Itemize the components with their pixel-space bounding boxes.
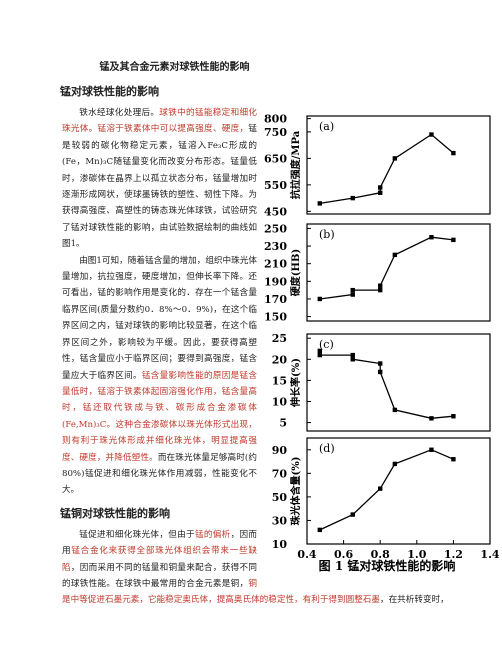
y-axis-label: 伸长率(%) (289, 358, 302, 408)
y-tick-label: 650 (264, 152, 287, 165)
data-point (392, 461, 398, 467)
data-point (350, 292, 355, 297)
plot-frame (306, 333, 491, 432)
plot-frame (306, 115, 491, 215)
data-point (451, 150, 456, 156)
document-body: 锰对球铁性能的影响铁水经球化处理后。球铁中的锰能稳定和细化珠光体。锰溶于铁素体中… (60, 83, 500, 609)
y-tick-label: 750 (264, 126, 287, 139)
data-point (378, 283, 383, 288)
text-run: ，因而采用不同的锰量和铜量来配合，获得不同的球铁性能。在球铁中最常用的合金元素是… (62, 562, 257, 589)
text-run: 球铁中的锰能稳定和细化珠光体。锰溶于铁素体中可以提高强度、硬度， (62, 108, 257, 135)
text-run: ，在共析转变时， (379, 595, 449, 606)
data-line (319, 133, 454, 205)
data-point (378, 287, 383, 293)
y-tick-label: 10 (272, 538, 288, 551)
data-point (392, 156, 398, 161)
document-title: 锰及其合金元素对球铁性能的影响 (99, 62, 250, 73)
y-tick-label: 20 (272, 353, 288, 366)
y-tick-label: 5 (279, 417, 287, 430)
section-heading: 锰铜对球铁性能的影响 (60, 506, 170, 520)
y-tick-label: 550 (264, 179, 287, 192)
data-point (378, 486, 383, 491)
data-point (350, 352, 355, 358)
x-tick-label: 1.0 (407, 548, 426, 561)
section-heading: 锰对球铁性能的影响 (60, 85, 159, 98)
y-tick-label: 450 (264, 205, 287, 218)
data-point (451, 414, 456, 419)
x-tick-label: 1.2 (444, 548, 463, 561)
data-point (429, 416, 434, 421)
y-tick-label: 210 (264, 258, 287, 271)
y-tick-label: 170 (264, 293, 287, 306)
panel-label: (b) (319, 228, 335, 241)
paragraph: 铁水经球化处理后。球铁中的锰能稳定和细化珠光体。锰溶于铁素体中可以提高强度、硬度… (62, 105, 500, 253)
data-point (317, 201, 323, 206)
data-point (378, 369, 383, 375)
x-tick-label: 0.4 (297, 548, 316, 561)
data-point (429, 132, 434, 137)
y-tick-label: 800 (264, 113, 287, 126)
y-tick-label: 30 (272, 514, 288, 527)
y-tick-label: 150 (264, 311, 287, 324)
y-axis-label: 硬度(HB) (289, 249, 302, 296)
x-tick-label: 1.4 (480, 548, 499, 561)
data-point (392, 252, 398, 258)
data-point (317, 527, 323, 533)
data-point (378, 185, 383, 190)
y-tick-label: 250 (264, 222, 287, 235)
text-run: 锰促进和细化珠光体，但由于 (79, 529, 195, 540)
data-point (378, 361, 383, 366)
y-tick-label: 230 (264, 240, 287, 253)
data-point (451, 457, 456, 462)
panel-label: (a) (319, 120, 334, 133)
data-point (378, 190, 383, 196)
data-point (317, 296, 323, 302)
data-line (319, 236, 454, 300)
data-point (317, 348, 323, 354)
figure-caption: 图 1 锰对球铁性能的影响 (319, 558, 456, 573)
data-point (317, 352, 323, 358)
y-tick-label: 90 (272, 444, 288, 457)
x-tick-label: 0.6 (334, 548, 353, 561)
document: 图 1 锰对球铁性能的影响 450 550 650 750 800 抗拉强度/MPa (a)… (60, 58, 502, 609)
y-tick-label: 15 (272, 374, 287, 387)
data-point (392, 407, 398, 413)
paragraph: 锰促进和细化珠光体，但由于锰的偏析，因而用锰合金化来获得全部珠光体组织会带来一些… (62, 527, 500, 609)
text-run: 铜是中等促进石墨元素，它能稳定奥氏体，提高奥氏体的稳定性，有利于得到圆整石墨 (62, 578, 380, 606)
plot-frame (306, 437, 491, 545)
text-run: 锰是较弱的碳化物稳定元素，锰溶入Fe₃C形成的(Fe，Mn)₃C随锰量变化而改变… (62, 124, 257, 250)
text-run: 而在珠光体量足够高时(约80%)锰促进和细化珠光体作用减弱，性能变化不大。 (62, 452, 257, 496)
plot-frame (306, 223, 491, 322)
text-run: 锰合金化来获得全部珠光体组织会带来一些缺陷 (62, 546, 257, 573)
y-tick-label: 25 (272, 332, 287, 345)
data-line (319, 449, 454, 531)
text-run: 锰的偏析 (194, 529, 231, 540)
y-tick-label: 10 (272, 395, 288, 408)
text-run: 铁水经球化处理后。 (79, 108, 160, 118)
panel-label: (d) (319, 442, 335, 455)
figure: 图 1 锰对球铁性能的影响 450 550 650 750 800 抗拉强度/MPa (a)… (257, 106, 502, 586)
y-axis-label: 抗拉强度/MPa (289, 130, 302, 199)
data-point (451, 237, 456, 243)
data-point (350, 287, 355, 293)
data-point (429, 235, 434, 240)
y-axis-label: 珠光体含量(%) (289, 457, 302, 526)
data-point (350, 357, 355, 362)
data-line (319, 350, 454, 419)
panel-label: (c) (319, 338, 334, 351)
y-tick-label: 70 (272, 467, 288, 480)
paragraph: 由图1可知，随着锰含量的增加，组织中珠光体量增加，抗拉强度，硬度增加，但伸长率下… (62, 253, 500, 499)
text-run: ，因而用 (62, 529, 257, 557)
x-tick-label: 0.8 (371, 548, 390, 561)
text-run: 由图1可知，随着锰含量的增加，组织中珠光体量增加，抗拉强度，硬度增加，但伸长率下… (62, 255, 257, 381)
data-point (350, 512, 355, 517)
text-run: 锰含量影响性能的原因是锰含量低时，锰溶于铁素体起固溶强化作用，锰含量高时，锰还取… (62, 370, 257, 463)
y-tick-label: 50 (272, 491, 288, 504)
figure-chart: 图 1 锰对球铁性能的影响 450550650750800抗拉强度/MPa(a)… (264, 113, 500, 573)
y-tick-label: 190 (264, 275, 287, 288)
data-point (350, 195, 355, 201)
data-point (429, 447, 434, 452)
